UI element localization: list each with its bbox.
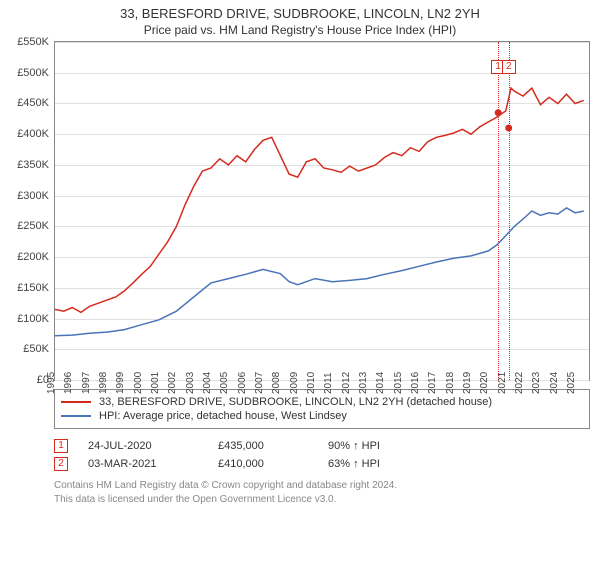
legend: 33, BERESFORD DRIVE, SUDBROOKE, LINCOLN,… <box>54 389 590 429</box>
series-hpi <box>55 208 584 336</box>
sale-marker-icon: 2 <box>54 457 68 471</box>
legend-swatch <box>61 415 91 417</box>
sale-row: 1 24-JUL-2020 £435,000 90% ↑ HPI <box>54 439 590 453</box>
y-axis-tick: £400K <box>17 128 55 140</box>
y-axis-tick: £50K <box>23 343 55 355</box>
sale-price: £410,000 <box>218 458 308 470</box>
sale-date: 24-JUL-2020 <box>88 440 198 452</box>
y-axis-tick: £350K <box>17 159 55 171</box>
y-axis-tick: £100K <box>17 313 55 325</box>
footer-line: This data is licensed under the Open Gov… <box>54 493 590 507</box>
y-axis-tick: £550K <box>17 36 55 48</box>
footer-attribution: Contains HM Land Registry data © Crown c… <box>54 479 590 506</box>
y-axis-tick: £250K <box>17 220 55 232</box>
sale-hpi: 63% ↑ HPI <box>328 458 380 470</box>
price-chart: £0£50K£100K£150K£200K£250K£300K£350K£400… <box>54 41 590 381</box>
sale-marker-dot <box>495 109 502 116</box>
footer-line: Contains HM Land Registry data © Crown c… <box>54 479 590 493</box>
y-axis-tick: £500K <box>17 67 55 79</box>
y-axis-tick: £300K <box>17 190 55 202</box>
y-axis-tick: £150K <box>17 282 55 294</box>
page-subtitle: Price paid vs. HM Land Registry's House … <box>0 23 600 37</box>
sale-marker-icon: 1 <box>54 439 68 453</box>
sale-date: 03-MAR-2021 <box>88 458 198 470</box>
sale-price: £435,000 <box>218 440 308 452</box>
legend-row: HPI: Average price, detached house, West… <box>61 410 583 422</box>
legend-label: HPI: Average price, detached house, West… <box>99 410 347 422</box>
legend-swatch <box>61 401 91 403</box>
legend-label: 33, BERESFORD DRIVE, SUDBROOKE, LINCOLN,… <box>99 396 492 408</box>
sale-row: 2 03-MAR-2021 £410,000 63% ↑ HPI <box>54 457 590 471</box>
legend-row: 33, BERESFORD DRIVE, SUDBROOKE, LINCOLN,… <box>61 396 583 408</box>
sales-list: 1 24-JUL-2020 £435,000 90% ↑ HPI 2 03-MAR-202… <box>54 439 590 471</box>
sale-marker-dot <box>505 125 512 132</box>
y-axis-tick: £450K <box>17 97 55 109</box>
sale-hpi: 90% ↑ HPI <box>328 440 380 452</box>
y-axis-tick: £200K <box>17 251 55 263</box>
page-title: 33, BERESFORD DRIVE, SUDBROOKE, LINCOLN,… <box>0 6 600 21</box>
